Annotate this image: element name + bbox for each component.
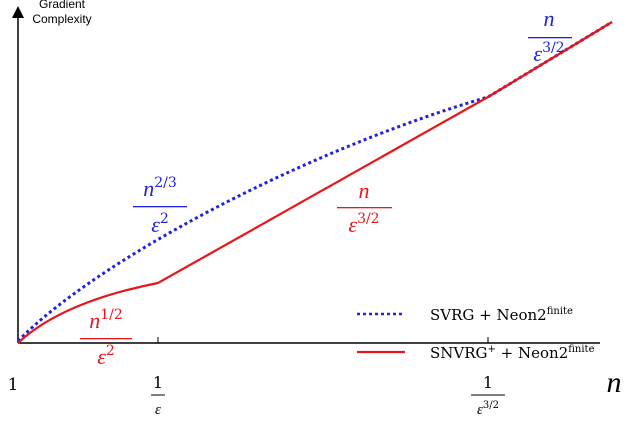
x-tick-label: ε3/2 (477, 400, 499, 418)
denominator: ε2 (97, 343, 115, 369)
annotation: n ε3/2 (337, 178, 392, 237)
legend-label: SNVRG+ + Neon2finite (430, 344, 595, 362)
svrg-curve (16, 20, 613, 343)
text-part: n (143, 176, 154, 201)
snvrg-curve (17, 21, 613, 344)
legend-label: SVRG + Neon2finite (430, 306, 573, 324)
text-part: finite (568, 344, 594, 355)
denominator: ε3/2 (533, 40, 564, 66)
text-part: SNVRG (430, 344, 488, 362)
fraction-bar (133, 206, 187, 208)
denominator: ε2 (151, 211, 169, 237)
text-part: 2 (106, 343, 115, 359)
annotation: n1/2 ε2 (80, 307, 132, 369)
text-part: 2/3 (154, 175, 177, 191)
text-part: finite (547, 306, 573, 317)
numerator: n (359, 178, 370, 203)
denominator: ε3/2 (348, 211, 379, 237)
text-part: SVRG + Neon2 (430, 306, 547, 324)
x-label: n (607, 366, 622, 399)
text-part: ε (151, 212, 160, 237)
text-part: 3/2 (483, 400, 499, 411)
x-tick-label: ε (155, 402, 161, 418)
fraction-bar (80, 338, 132, 340)
annotation: n ε3/2 (528, 6, 572, 66)
text-part: 1/2 (100, 307, 123, 323)
x-tick-label: 1 (483, 373, 493, 392)
text-part: + (488, 344, 496, 355)
y-label: Complexity (32, 12, 91, 26)
annotation: n2/3 ε2 (133, 175, 187, 237)
fraction-bar (528, 37, 572, 39)
numerator: n1/2 (89, 307, 123, 333)
text-part: ε (533, 41, 542, 66)
text-part: 3/2 (542, 40, 565, 56)
text-part: ε (477, 402, 483, 418)
x-tick-label: 1 (8, 375, 19, 395)
fraction-bar (337, 207, 392, 209)
text-part: 3/2 (357, 211, 380, 227)
text-part: 2 (160, 211, 169, 227)
text-part: ε (97, 344, 106, 369)
text-part: n (89, 308, 100, 333)
text-part: ε (348, 212, 357, 237)
x-tick-label: 1 (153, 373, 163, 392)
numerator: n2/3 (143, 175, 177, 201)
text-part: + Neon2 (496, 344, 568, 362)
numerator: n (544, 6, 555, 31)
y-label: Gradient (39, 0, 86, 11)
